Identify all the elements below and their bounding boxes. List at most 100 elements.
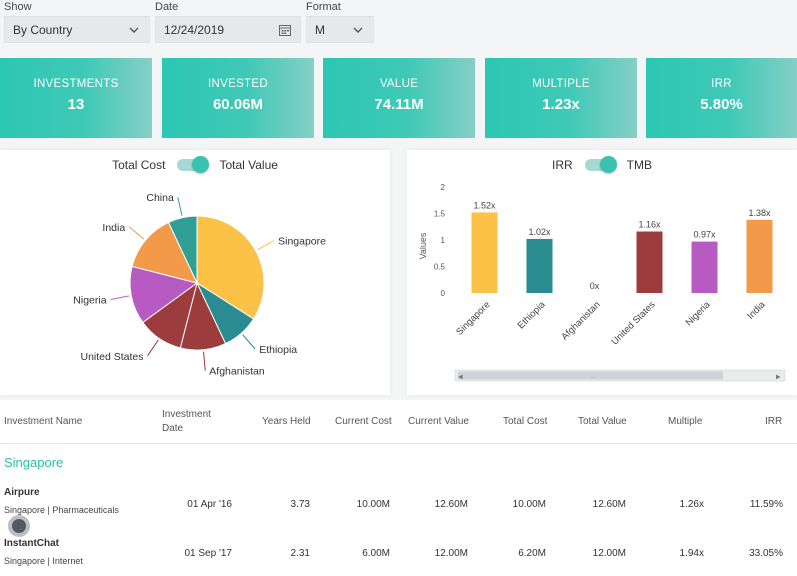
bar-united-states[interactable] <box>636 231 663 293</box>
kpi-label: MULTIPLE <box>532 78 590 90</box>
toggle-left-label: Total Cost <box>112 158 166 172</box>
cell-years: 2.31 <box>290 548 310 559</box>
date-input[interactable]: 12/24/2019 <box>155 16 301 43</box>
pie-slice-china[interactable] <box>167 215 198 284</box>
kpi-row: INVESTMENTS 13 INVESTED 60.06M VALUE 74.… <box>0 58 797 138</box>
pie-slice-nigeria[interactable] <box>129 265 199 324</box>
chevron-down-icon <box>353 27 363 33</box>
cell-irr: 11.59% <box>749 499 783 510</box>
group-header[interactable]: Singapore <box>4 455 64 470</box>
pie-label-ethiopia: Ethiopia <box>259 344 297 356</box>
cost-value-toggle[interactable] <box>177 156 210 173</box>
cell-total-cost: 6.20M <box>518 548 546 559</box>
scroll-right-arrow[interactable]: ▶ <box>776 375 781 381</box>
col-total-cost[interactable]: Total Cost <box>503 416 548 427</box>
bar-data-label: 1.16x <box>638 220 661 230</box>
x-tick-label: Singapore <box>454 299 492 337</box>
pie-leader-line <box>202 351 206 371</box>
toggle-right-label: Total Value <box>219 158 278 172</box>
toggle-right-label: TMB <box>626 158 652 172</box>
row-name[interactable]: InstantChat <box>4 538 59 549</box>
y-tick-label: 2 <box>441 183 446 192</box>
show-label: Show <box>4 1 32 13</box>
y-tick-label: 1.5 <box>434 210 446 219</box>
cell-date: 01 Sep '17 <box>184 548 232 559</box>
show-select[interactable]: By Country <box>4 16 150 43</box>
format-select[interactable]: M <box>306 16 374 43</box>
col-total-value[interactable]: Total Value <box>578 416 627 427</box>
x-tick-label: India <box>745 299 768 322</box>
pie-leader-line <box>147 339 159 357</box>
format-value: M <box>315 22 325 37</box>
col-investment-date[interactable]: Investment <box>162 409 211 420</box>
show-value: By Country <box>13 22 73 37</box>
bar-singapore[interactable] <box>471 212 498 293</box>
pie-slice-india[interactable] <box>131 221 198 284</box>
calendar-icon[interactable] <box>278 23 292 37</box>
pie-label-china: China <box>146 192 174 204</box>
kpi-value: 60.06M <box>212 96 264 113</box>
kpi-label: IRR <box>711 78 732 90</box>
x-tick-label: United States <box>610 299 658 347</box>
format-filter: Format M <box>306 0 374 43</box>
col-multiple[interactable]: Multiple <box>668 416 703 427</box>
col-investment-date-2[interactable]: Date <box>162 423 184 434</box>
pie-leader-line <box>242 334 256 350</box>
pie-toggle-row: Total Cost Total Value <box>0 156 390 173</box>
show-filter: Show By Country <box>4 0 150 43</box>
cell-current-cost: 6.00M <box>362 548 390 559</box>
kpi-invested: INVESTED 60.06M <box>162 58 314 138</box>
col-current-value[interactable]: Current Value <box>408 416 469 427</box>
toggle-knob[interactable] <box>599 156 617 173</box>
cell-total-value: 12.00M <box>592 548 626 559</box>
kpi-investments: INVESTMENTS 13 <box>0 58 152 138</box>
bar-data-label: 1.52x <box>473 200 496 210</box>
cell-current-value: 12.60M <box>434 499 468 510</box>
bar-toggle-row: IRR TMB <box>407 156 797 173</box>
kpi-label: INVESTED <box>208 78 268 90</box>
date-label: Date <box>155 1 179 13</box>
y-tick-label: 1 <box>441 236 446 245</box>
bar-panel: IRR TMB Values 0 0.5 1 1.5 2 1.52x 1.02x 0x 1.1… <box>407 150 797 395</box>
chart-scrollbar[interactable]: ... ◀ ▶ <box>454 369 786 382</box>
row-subtitle: Singapore | Pharmaceuticals <box>4 505 119 515</box>
bar-data-label: 0.97x <box>693 230 716 240</box>
bar-india[interactable] <box>746 219 773 293</box>
bar-data-label: 0x <box>590 281 600 291</box>
y-axis-label: Values <box>418 232 428 259</box>
cell-total-cost: 10.00M <box>512 499 546 510</box>
cell-current-value: 12.00M <box>434 548 468 559</box>
pie-leader-line <box>177 197 183 216</box>
scroll-left-arrow[interactable]: ◀ <box>458 375 463 381</box>
date-value: 12/24/2019 <box>164 22 225 37</box>
cell-irr: 33.05% <box>749 548 783 559</box>
x-tick-label: Ethiopia <box>516 299 549 332</box>
col-investment-name[interactable]: Investment Name <box>4 416 83 427</box>
kpi-label: INVESTMENTS <box>33 78 119 90</box>
cell-date: 01 Apr '16 <box>187 499 232 510</box>
bar-data-label: 1.38x <box>748 208 771 218</box>
kpi-multiple: MULTIPLE 1.23x <box>485 58 637 138</box>
pie-leader-line <box>257 240 275 251</box>
row-name[interactable]: Airpure <box>4 487 40 498</box>
col-current-cost[interactable]: Current Cost <box>335 416 392 427</box>
irr-tmb-toggle[interactable] <box>584 156 617 173</box>
pie-label-india: India <box>102 222 125 234</box>
pie-label-united-states: United States <box>80 351 143 363</box>
bar-nigeria[interactable] <box>691 241 718 293</box>
pie-label-nigeria: Nigeria <box>73 294 106 306</box>
scrollbar-thumb[interactable] <box>458 371 723 380</box>
col-years-held[interactable]: Years Held <box>262 416 311 427</box>
pie-leader-line <box>128 226 145 240</box>
pie-panel: Total Cost Total Value Singapore Ethiopia… <box>0 150 390 395</box>
col-irr[interactable]: IRR <box>765 416 783 427</box>
chevron-down-icon <box>129 27 139 33</box>
scrollbar-grip: ... <box>590 374 595 380</box>
toggle-knob[interactable] <box>192 156 210 173</box>
bar-ethiopia[interactable] <box>526 238 553 293</box>
pie-chart: Singapore Ethiopia Afghanistan United State… <box>73 192 326 377</box>
cell-current-cost: 10.00M <box>356 499 390 510</box>
kpi-irr: IRR 5.80% <box>646 58 797 138</box>
cell-multiple: 1.26x <box>679 499 704 510</box>
